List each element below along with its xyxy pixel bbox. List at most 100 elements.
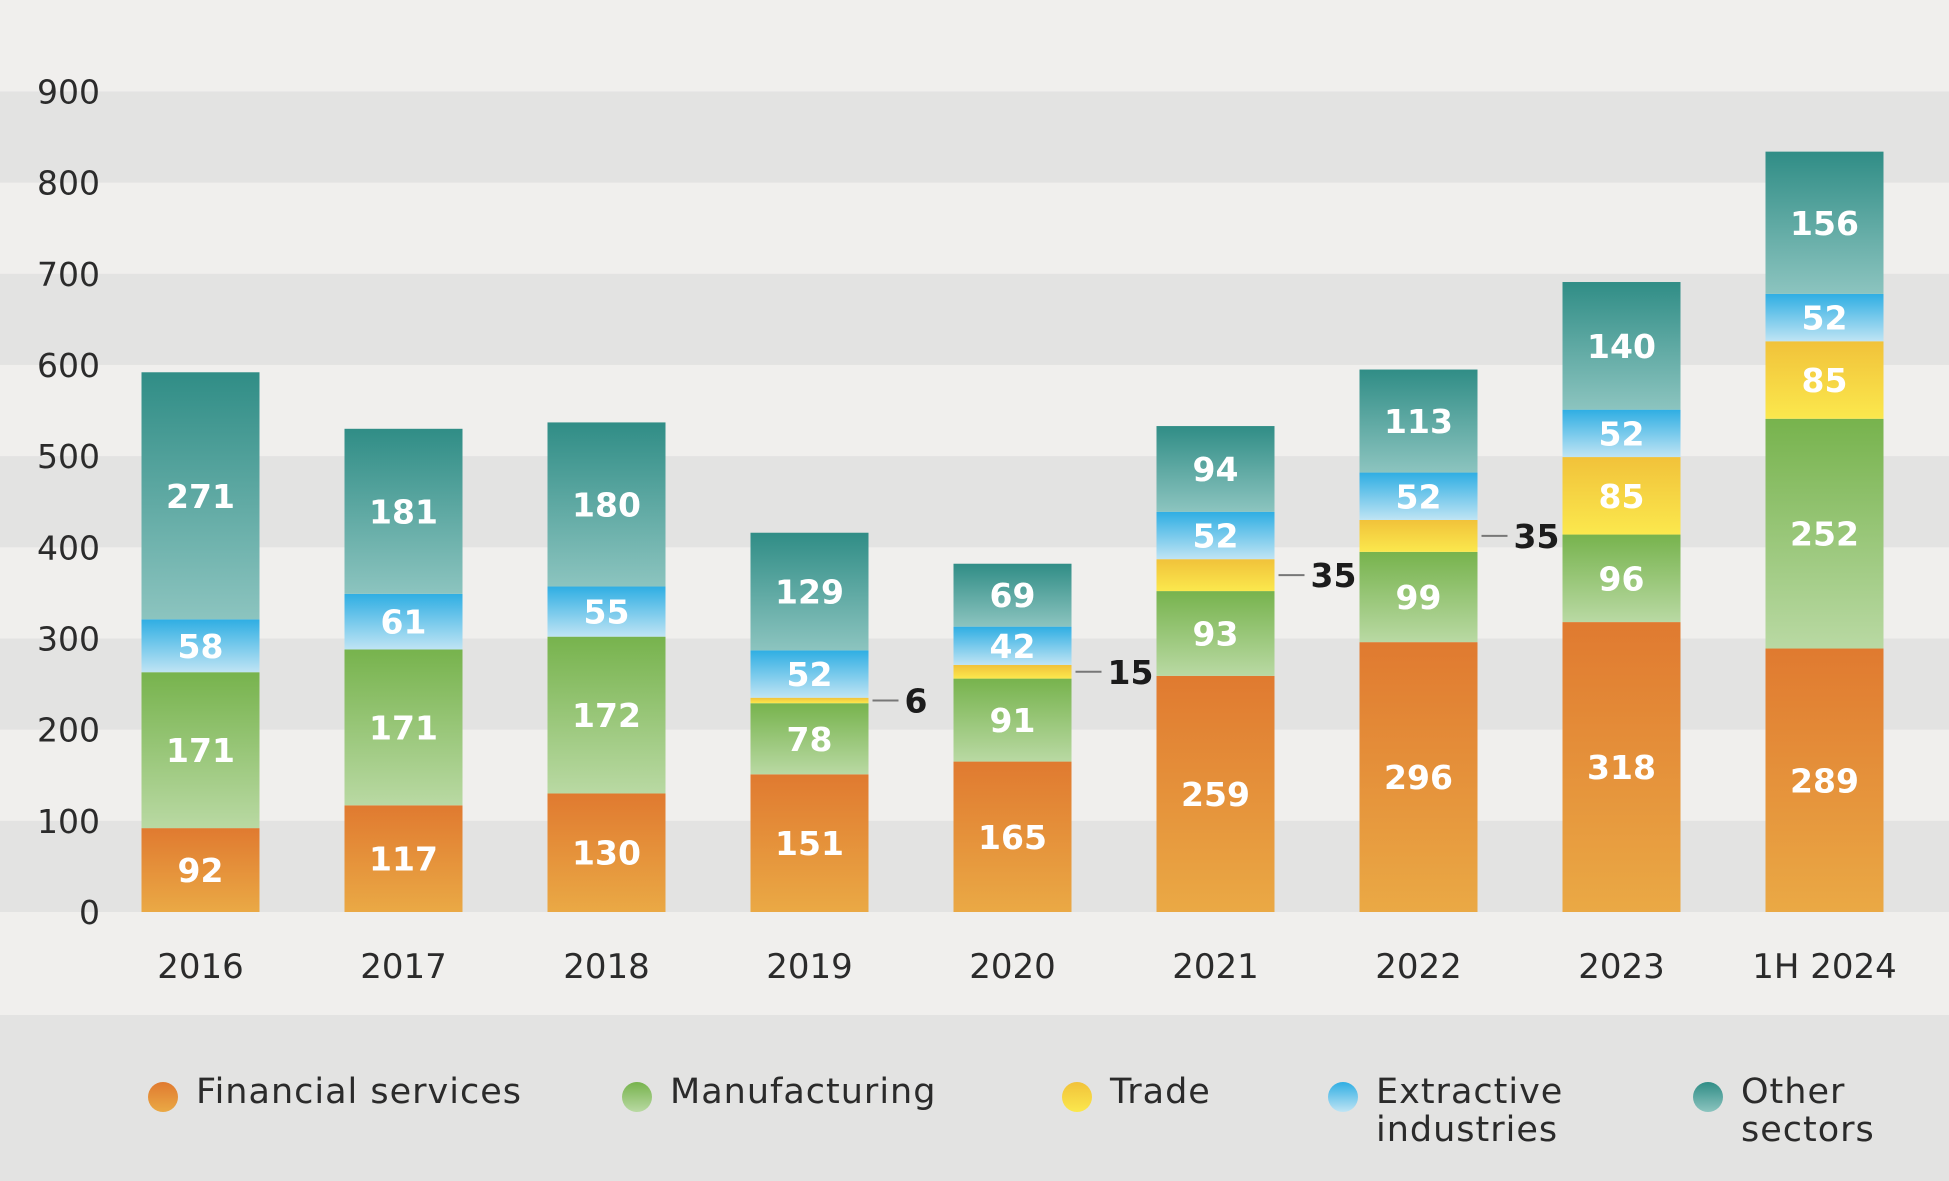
y-axis: 0 100 200 300 400 500 600 700 800 900: [37, 72, 100, 932]
data-label: 99: [1396, 578, 1442, 617]
bars: 92 171 58 271 117 171 61 181 130 172 55 180 151 78 6 52…: [141, 151, 1884, 912]
legend-item-trade: Trade: [1062, 1073, 1211, 1112]
x-tick-label: 2019: [766, 947, 853, 987]
bar-segment-trade: [1765, 341, 1884, 419]
bar-segment-oth: [750, 532, 869, 651]
legend-label: Extractive industries: [1376, 1072, 1564, 1150]
grid-band: [0, 91, 1949, 183]
bar-segment-oth: [1359, 369, 1478, 473]
y-tick-label: 600: [37, 346, 100, 385]
data-label: 35: [1514, 517, 1560, 556]
bar-segment-ext: [141, 619, 260, 673]
bar-segment-ext: [1359, 472, 1478, 520]
bar-segment-man: [1765, 418, 1884, 649]
bar-segment-ext: [1562, 409, 1681, 458]
bar-segment-fin: [141, 828, 260, 912]
y-tick-label: 700: [37, 255, 100, 294]
data-label: 117: [369, 840, 438, 879]
data-label: 289: [1790, 761, 1859, 800]
y-tick-label: 500: [37, 437, 100, 476]
y-tick-label: 200: [37, 711, 100, 750]
stacked-bar-chart: 0 100 200 300 400 500 600 700 800 900 92 171 58 271 1…: [0, 72, 1949, 987]
bar-segment-trade: [1359, 519, 1478, 552]
data-label: 140: [1587, 327, 1656, 366]
bar-segment-oth: [953, 563, 1072, 627]
data-label: 52: [1599, 414, 1645, 453]
data-label: 94: [1193, 450, 1239, 489]
y-tick-label: 800: [37, 164, 100, 203]
data-label: 52: [1193, 516, 1239, 555]
bar-segment-fin: [750, 774, 869, 912]
bar-segment-man: [547, 636, 666, 794]
data-label: 52: [1802, 299, 1848, 338]
data-label: 129: [775, 573, 844, 612]
bar-segment-ext: [953, 626, 1072, 665]
bar-segment-ext: [344, 593, 463, 650]
bar-segment-man: [141, 672, 260, 829]
bar-segment-ext: [750, 650, 869, 698]
y-tick-label: 400: [37, 528, 100, 567]
legend-label: Financial services: [196, 1072, 522, 1112]
bar-segment-fin: [547, 793, 666, 912]
bar-segment-man: [750, 703, 869, 775]
data-label: 15: [1108, 653, 1154, 692]
data-label: 42: [990, 627, 1036, 666]
data-label: 55: [584, 593, 630, 632]
y-tick-label: 100: [37, 802, 100, 841]
data-label: 93: [1193, 614, 1239, 653]
bar-segment-fin: [1562, 622, 1681, 912]
x-tick-label: 1H 2024: [1752, 947, 1897, 987]
data-label: 85: [1599, 477, 1645, 516]
data-label: 181: [369, 492, 438, 531]
bar-segment-ext: [1765, 293, 1884, 342]
data-label: 61: [381, 603, 427, 642]
data-label: 92: [178, 851, 224, 890]
data-label: 259: [1181, 775, 1250, 814]
legend-marker-icon: [622, 1082, 652, 1112]
y-tick-label: 0: [79, 893, 100, 932]
x-tick-label: 2021: [1172, 947, 1259, 987]
legend-label: Trade: [1110, 1072, 1211, 1112]
bar-segment-oth: [1562, 282, 1681, 410]
bar-segment-trade: [1562, 457, 1681, 535]
bar-segment-oth: [1765, 151, 1884, 294]
legend: Financial services Manufacturing Trade E…: [0, 1015, 1949, 1181]
data-label: 172: [572, 696, 641, 735]
data-label: 52: [1396, 477, 1442, 516]
legend-label: Manufacturing: [670, 1072, 937, 1112]
bar-segment-man: [1359, 551, 1478, 643]
legend-marker-icon: [1328, 1082, 1358, 1112]
x-axis: 2016 2017 2018 2019 2020 2021 2022 2023 1H 2024: [157, 947, 1897, 987]
legend-item-other-sectors: Other sectors: [1693, 1073, 1875, 1149]
data-label: 171: [369, 708, 438, 747]
x-tick-label: 2016: [157, 947, 244, 987]
legend-item-manufacturing: Manufacturing: [622, 1073, 936, 1112]
legend-item-financial-services: Financial services: [148, 1073, 522, 1112]
bar-segment-trade: [953, 664, 1072, 679]
data-label: 130: [572, 834, 641, 873]
data-label: 52: [787, 655, 833, 694]
data-label: 6: [905, 681, 928, 720]
bar-segment-ext: [547, 586, 666, 637]
bar-segment-fin: [344, 805, 463, 912]
x-tick-label: 2017: [360, 947, 447, 987]
data-label: 271: [166, 477, 235, 516]
legend-label: Other sectors: [1741, 1072, 1875, 1150]
bar-segment-oth: [1156, 426, 1275, 512]
bar-segment-fin: [953, 761, 1072, 912]
bar-segment-ext: [1156, 511, 1275, 560]
data-label: 91: [990, 701, 1036, 740]
data-label: 151: [775, 824, 844, 863]
bar-segment-oth: [141, 372, 260, 620]
data-label: 96: [1599, 559, 1645, 598]
data-label: 180: [572, 485, 641, 524]
bar-segment-man: [1562, 534, 1681, 623]
bar-segment-trade: [750, 697, 869, 704]
bar-segment-fin: [1156, 675, 1275, 912]
y-tick-label: 900: [37, 72, 100, 111]
data-label: 156: [1790, 204, 1859, 243]
data-label: 78: [787, 720, 833, 759]
data-label: 69: [990, 576, 1036, 615]
data-label: 171: [166, 731, 235, 770]
legend-marker-icon: [1693, 1082, 1723, 1112]
